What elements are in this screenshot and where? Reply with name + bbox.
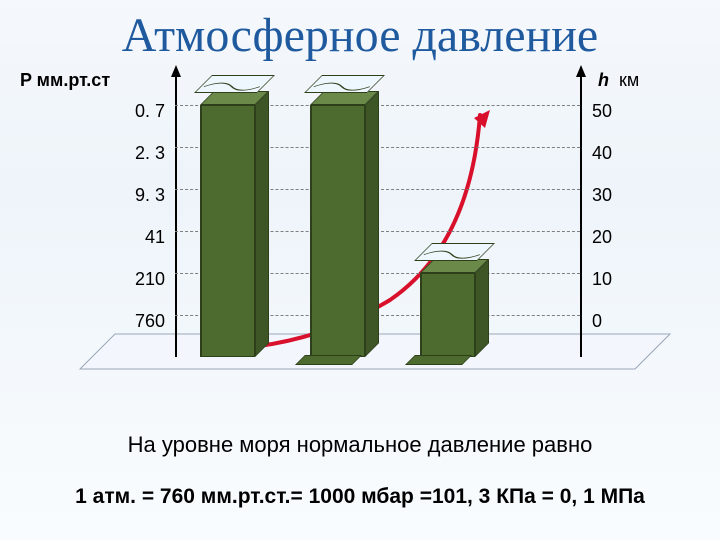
left-tick-label: 210: [60, 269, 165, 290]
slide-title: Атмосферное давление: [0, 8, 720, 63]
left-tick-label: 760: [60, 311, 165, 332]
left-axis-title: P мм.рт.ст: [20, 70, 110, 91]
left-tick-label: 9. 3: [60, 185, 165, 206]
caption-line-1: На уровне моря нормальное давление равно: [0, 432, 720, 458]
right-tick-label: 20: [592, 227, 612, 248]
caption-line-2: 1 атм. = 760 мм.рт.ст.= 1000 мбар =101, …: [0, 485, 720, 509]
right-axis-var: h: [598, 70, 609, 90]
right-tick-label: 30: [592, 185, 612, 206]
right-tick-label: 40: [592, 143, 612, 164]
bar-0: [200, 105, 269, 371]
left-tick-label: 41: [60, 227, 165, 248]
left-tick-label: 0. 7: [60, 101, 165, 122]
left-axis-title-text: P мм.рт.ст: [20, 70, 110, 90]
right-tick-label: 50: [592, 101, 612, 122]
right-axis-title: h км: [598, 70, 639, 91]
right-axis-line: [580, 75, 582, 357]
chart-area: P мм.рт.ст h км 0. 7502. 3409. 330412021…: [60, 70, 660, 380]
right-tick-label: 10: [592, 269, 612, 290]
floor-strip: [405, 355, 472, 365]
left-tick-label: 2. 3: [60, 143, 165, 164]
right-axis-unit-text: км: [619, 70, 639, 90]
right-axis-arrow: [576, 65, 586, 77]
right-tick-label: 0: [592, 311, 602, 332]
bar-1: [310, 105, 379, 371]
left-axis-arrow: [171, 65, 181, 77]
floor-strip: [295, 355, 362, 365]
